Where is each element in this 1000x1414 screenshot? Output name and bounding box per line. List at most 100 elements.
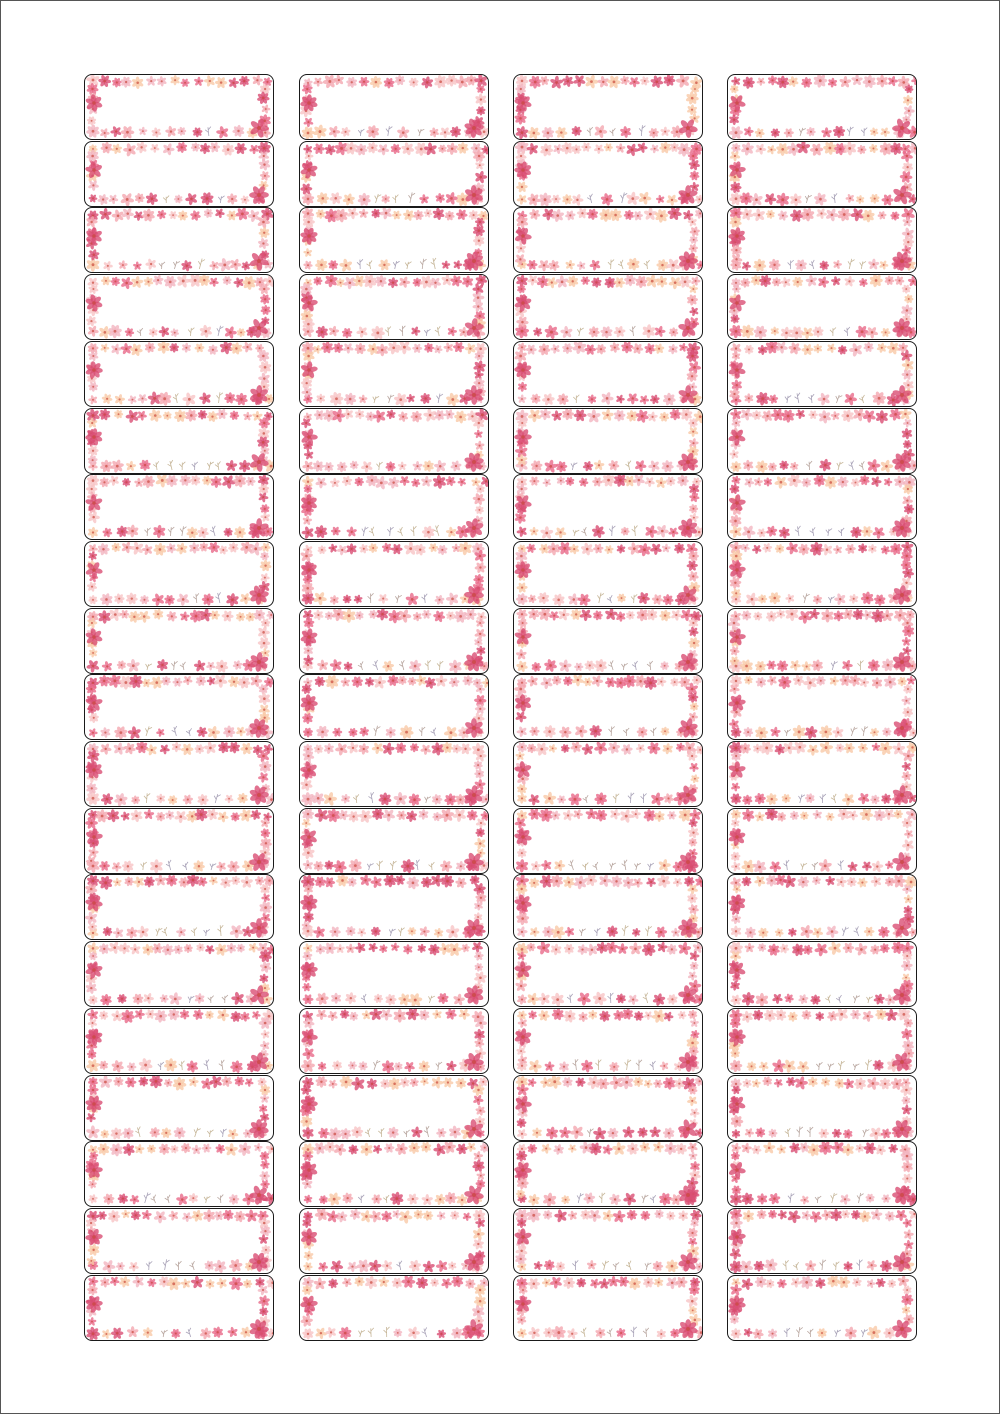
label[interactable] xyxy=(513,741,703,807)
label[interactable] xyxy=(513,1008,703,1074)
label[interactable] xyxy=(84,1275,274,1341)
label[interactable] xyxy=(513,808,703,874)
label[interactable] xyxy=(727,408,917,474)
label[interactable] xyxy=(84,74,274,140)
label[interactable] xyxy=(299,341,489,407)
flower-icon xyxy=(678,452,698,472)
label[interactable] xyxy=(727,74,917,140)
label[interactable] xyxy=(84,741,274,807)
flower-icon xyxy=(258,692,271,706)
label[interactable] xyxy=(84,1208,274,1274)
flower-icon xyxy=(131,276,144,288)
flower-icon xyxy=(355,942,366,954)
label[interactable] xyxy=(727,874,917,940)
label[interactable] xyxy=(727,741,917,807)
label[interactable] xyxy=(513,408,703,474)
flower-icon xyxy=(527,1143,538,1154)
label[interactable] xyxy=(727,1208,917,1274)
flower-icon xyxy=(434,409,446,421)
label[interactable] xyxy=(84,874,274,940)
label[interactable] xyxy=(727,207,917,273)
flower-icon xyxy=(637,592,650,605)
label[interactable] xyxy=(513,341,703,407)
flower-icon xyxy=(837,476,849,488)
label[interactable] xyxy=(513,74,703,140)
label[interactable] xyxy=(299,408,489,474)
label[interactable] xyxy=(84,941,274,1007)
label[interactable] xyxy=(727,1141,917,1207)
label[interactable] xyxy=(299,808,489,874)
label[interactable] xyxy=(727,941,917,1007)
leaf-icon xyxy=(838,527,845,537)
label[interactable] xyxy=(84,474,274,540)
flower-icon xyxy=(302,859,314,870)
label[interactable] xyxy=(299,141,489,207)
label[interactable] xyxy=(727,608,917,674)
label[interactable] xyxy=(727,341,917,407)
label[interactable] xyxy=(299,1208,489,1274)
label[interactable] xyxy=(84,808,274,874)
label[interactable] xyxy=(513,941,703,1007)
label[interactable] xyxy=(513,608,703,674)
label[interactable] xyxy=(84,207,274,273)
flower-icon xyxy=(444,409,455,420)
label[interactable] xyxy=(513,1141,703,1207)
label[interactable] xyxy=(299,1141,489,1207)
label[interactable] xyxy=(513,141,703,207)
label[interactable] xyxy=(727,141,917,207)
flower-icon xyxy=(341,793,351,804)
flower-icon xyxy=(258,684,269,695)
flower-icon xyxy=(728,362,746,379)
label[interactable] xyxy=(513,474,703,540)
label[interactable] xyxy=(84,341,274,407)
label[interactable] xyxy=(513,541,703,607)
label[interactable] xyxy=(727,1008,917,1074)
label[interactable] xyxy=(727,1075,917,1141)
flower-icon xyxy=(86,1113,96,1123)
label[interactable] xyxy=(513,674,703,740)
flower-icon xyxy=(302,1328,314,1340)
label[interactable] xyxy=(299,674,489,740)
flower-icon xyxy=(678,942,692,955)
flower-icon xyxy=(240,742,253,755)
label[interactable] xyxy=(727,474,917,540)
label[interactable] xyxy=(299,941,489,1007)
label[interactable] xyxy=(84,274,274,340)
label[interactable] xyxy=(84,141,274,207)
flower-icon xyxy=(678,385,698,404)
label[interactable] xyxy=(299,74,489,140)
label[interactable] xyxy=(299,541,489,607)
flower-icon xyxy=(548,259,560,271)
flower-icon xyxy=(608,1276,619,1287)
label[interactable] xyxy=(727,1275,917,1341)
label[interactable] xyxy=(84,541,274,607)
label[interactable] xyxy=(299,741,489,807)
label[interactable] xyxy=(513,1208,703,1274)
floral-border xyxy=(301,409,488,473)
label[interactable] xyxy=(513,1275,703,1341)
label[interactable] xyxy=(299,1275,489,1341)
label[interactable] xyxy=(727,674,917,740)
label[interactable] xyxy=(727,274,917,340)
label[interactable] xyxy=(513,207,703,273)
label[interactable] xyxy=(299,874,489,940)
label[interactable] xyxy=(299,274,489,340)
label[interactable] xyxy=(299,207,489,273)
label[interactable] xyxy=(299,608,489,674)
label[interactable] xyxy=(513,1075,703,1141)
label[interactable] xyxy=(727,541,917,607)
label[interactable] xyxy=(299,1008,489,1074)
label[interactable] xyxy=(299,474,489,540)
label[interactable] xyxy=(84,408,274,474)
label[interactable] xyxy=(513,274,703,340)
label[interactable] xyxy=(299,1075,489,1141)
flower-icon xyxy=(220,876,232,889)
label[interactable] xyxy=(84,674,274,740)
label[interactable] xyxy=(727,808,917,874)
label[interactable] xyxy=(84,1141,274,1207)
label[interactable] xyxy=(84,1008,274,1074)
label[interactable] xyxy=(84,608,274,674)
label[interactable] xyxy=(84,1075,274,1141)
flower-icon xyxy=(539,76,550,86)
label[interactable] xyxy=(513,874,703,940)
